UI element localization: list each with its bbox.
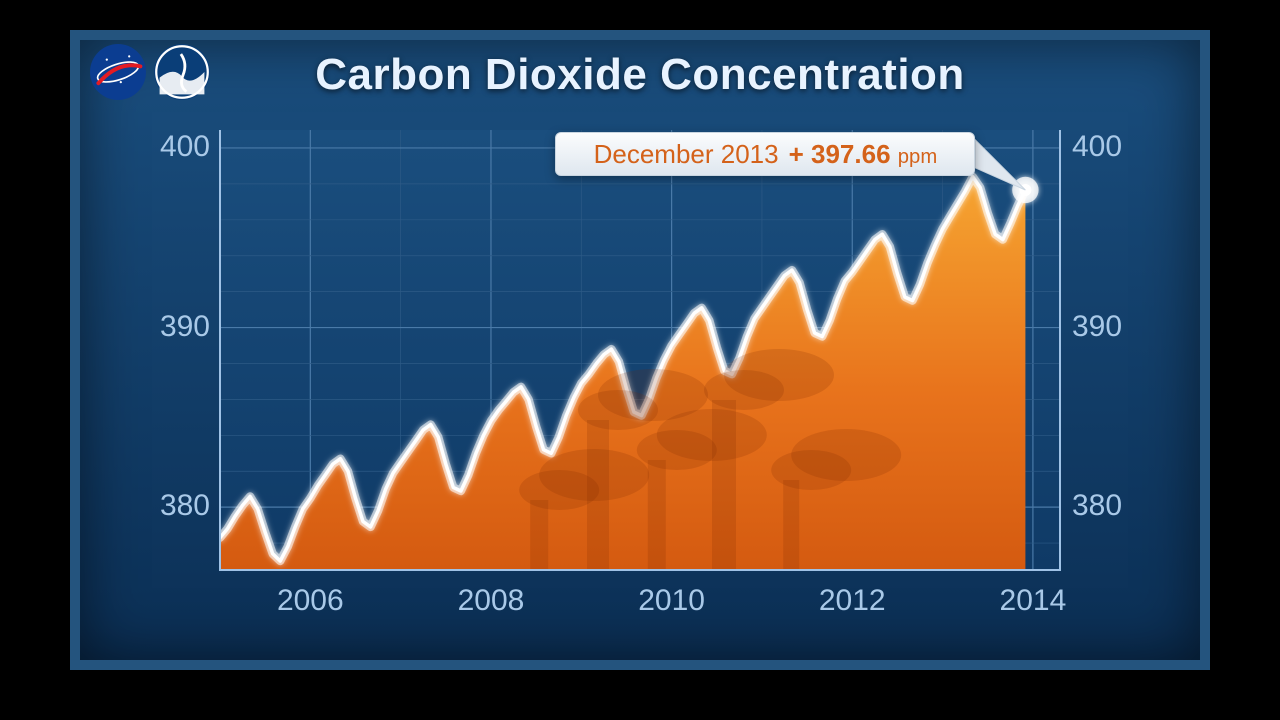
axis-tick-label: 390 <box>130 310 210 344</box>
axis-tick-label: 400 <box>1072 130 1152 164</box>
axis-tick-label: 390 <box>1072 310 1152 344</box>
axis-tick-label: 2008 <box>431 584 551 618</box>
callout-plus: + <box>789 139 804 169</box>
callout-unit: ppm <box>898 146 937 168</box>
value-callout: December 2013 + 397.66 ppm <box>555 132 975 176</box>
callout-date: December 2013 <box>594 139 779 170</box>
axis-tick-label: 2012 <box>792 584 912 618</box>
axis-tick-label: 2014 <box>973 584 1093 618</box>
axis-tick-label: 400 <box>130 130 210 164</box>
axis-tick-label: 380 <box>130 489 210 523</box>
callout-value: 397.66 <box>811 139 891 169</box>
axis-tick-label: 2006 <box>250 584 370 618</box>
axis-tick-label: 2010 <box>612 584 732 618</box>
axis-tick-label: 380 <box>1072 489 1152 523</box>
